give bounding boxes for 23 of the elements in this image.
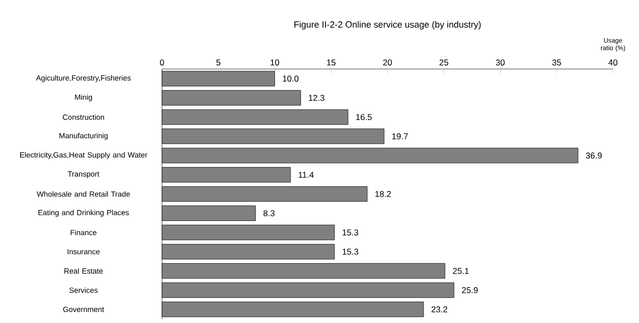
data-label: 19.7: [392, 133, 408, 140]
data-label: 25.1: [452, 268, 469, 274]
data-label: 8.3: [263, 210, 275, 216]
x-tick-label: 40: [608, 59, 618, 66]
data-label: 11.4: [298, 172, 314, 178]
data-label: 12.3: [308, 94, 324, 101]
data-label: 36.9: [586, 152, 602, 159]
x-tick-label: 0: [160, 59, 164, 66]
data-label: 23.2: [432, 306, 448, 312]
data-label: 15.3: [342, 229, 358, 236]
x-tick-label: 30: [496, 59, 505, 66]
data-label: 10.0: [282, 76, 298, 82]
data-label: 16.5: [356, 114, 372, 120]
data-label: 15.3: [342, 248, 358, 255]
x-tick-label: 5: [216, 60, 220, 66]
chart-title: Figure II-2-2 Online service usage (by industry): [294, 21, 481, 30]
x-tick-label: 35: [552, 59, 561, 66]
data-label: 18.2: [375, 190, 391, 197]
x-tick-label: 20: [383, 59, 392, 66]
data-label: 25.9: [462, 287, 478, 294]
x-tick-label: 10: [270, 59, 280, 66]
x-tick-label: 25: [440, 59, 448, 66]
x-tick-label: 15: [327, 60, 336, 66]
